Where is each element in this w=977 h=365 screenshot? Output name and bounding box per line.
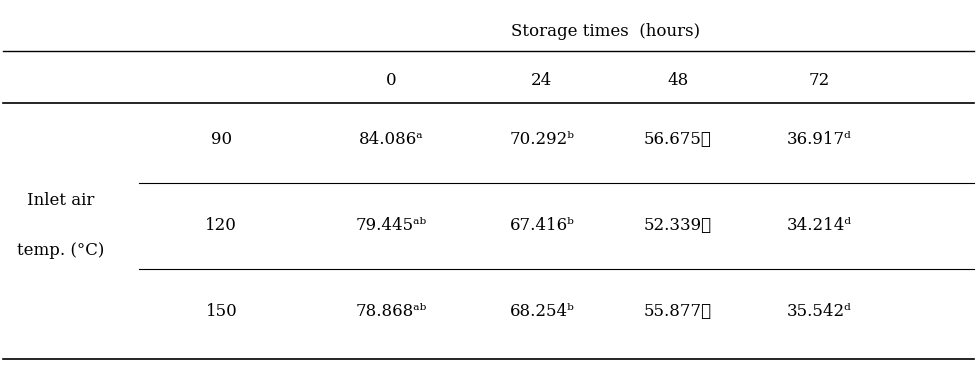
Text: 55.877ၣ: 55.877ၣ [644,303,712,320]
Text: 52.339ၣ: 52.339ၣ [644,217,712,234]
Text: 70.292ᵇ: 70.292ᵇ [509,131,574,148]
Text: 72: 72 [808,72,829,89]
Text: 35.542ᵈ: 35.542ᵈ [786,303,851,320]
Text: 78.868ᵃᵇ: 78.868ᵃᵇ [356,303,427,320]
Text: temp. (°C): temp. (°C) [18,242,105,259]
Text: 79.445ᵃᵇ: 79.445ᵃᵇ [356,217,427,234]
Text: 56.675ၣ: 56.675ၣ [644,131,712,148]
Text: 150: 150 [205,303,237,320]
Text: 36.917ᵈ: 36.917ᵈ [786,131,851,148]
Text: 67.416ᵇ: 67.416ᵇ [509,217,574,234]
Text: 24: 24 [531,72,553,89]
Text: 34.214ᵈ: 34.214ᵈ [786,217,851,234]
Text: Inlet air: Inlet air [27,192,95,209]
Text: 90: 90 [211,131,232,148]
Text: Storage times  (hours): Storage times (hours) [511,23,700,40]
Text: 84.086ᵃ: 84.086ᵃ [359,131,424,148]
Text: 68.254ᵇ: 68.254ᵇ [509,303,574,320]
Text: 120: 120 [205,217,237,234]
Text: 0: 0 [386,72,397,89]
Text: 48: 48 [667,72,689,89]
